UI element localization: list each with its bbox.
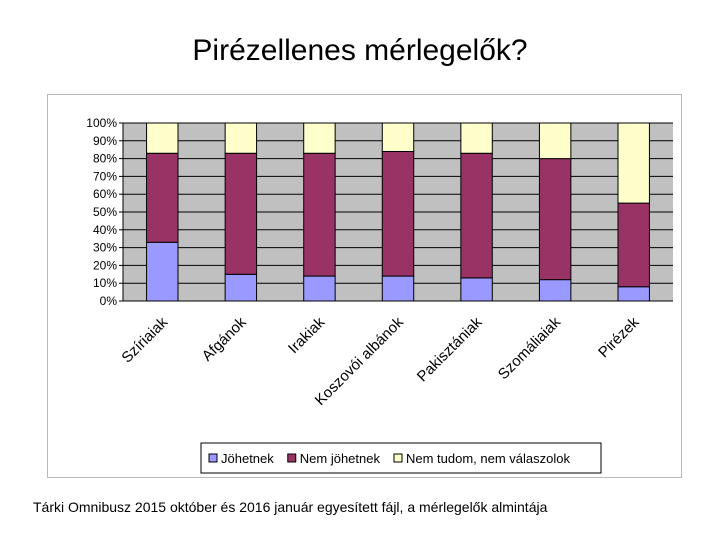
- bar-segment: [538, 122, 572, 160]
- bar-segment: [381, 275, 415, 302]
- legend-label: Nem tudom, nem válaszolok: [406, 451, 571, 466]
- y-tick-label: 50%: [93, 205, 117, 219]
- y-tick-label: 70%: [93, 169, 117, 183]
- x-tick-label: Pakisztániak: [414, 313, 486, 385]
- source-footnote: Tárki Omnibusz 2015 október és 2016 janu…: [33, 499, 548, 515]
- bar-segment: [224, 152, 258, 275]
- stacked-bar-chart: 0% 10% 20% 30% 40% 50% 60% 70% 80% 90% 100% Szíriai…: [86, 116, 673, 474]
- x-tick-label: Irakiak: [285, 313, 329, 357]
- y-tick-label: 60%: [93, 187, 117, 201]
- slide-title: Pirézellenes mérlegelők?: [192, 34, 528, 67]
- x-tick-label: Pirézek: [595, 313, 643, 361]
- legend-swatch: [208, 453, 218, 463]
- x-tick-label: Szomáliaiak: [495, 313, 565, 383]
- chart-area: 0% 10% 20% 30% 40% 50% 60% 70% 80% 90% 100% Szíriai…: [47, 94, 682, 478]
- x-tick-label: Afgánok: [199, 313, 250, 364]
- y-tick-label: 100%: [86, 116, 117, 130]
- bar-segment: [224, 122, 258, 154]
- y-tick-label: 0%: [100, 294, 118, 308]
- bar-segment: [303, 152, 336, 277]
- bar-segment: [617, 202, 650, 288]
- bar-segment: [538, 279, 572, 302]
- bar-segment: [460, 122, 493, 154]
- y-tick-label: 90%: [93, 134, 117, 148]
- y-tick-label: 30%: [93, 241, 117, 255]
- bar-segment: [146, 152, 179, 243]
- y-tick-label: 20%: [93, 258, 117, 272]
- bar-segment: [460, 152, 493, 279]
- bar-segment: [381, 150, 415, 277]
- legend-swatch: [393, 453, 403, 463]
- bar-segment: [303, 275, 336, 302]
- bar-segment: [617, 122, 650, 204]
- y-tick-label: 10%: [93, 276, 117, 290]
- legend-label: Nem jöhetnek: [300, 451, 381, 466]
- bar-segment: [224, 273, 258, 302]
- y-tick-label: 80%: [93, 152, 117, 166]
- bar-segment: [460, 277, 493, 302]
- bar-segment: [381, 122, 415, 152]
- y-tick-label: 40%: [93, 223, 117, 237]
- bar-segment: [146, 241, 179, 302]
- bar-segment: [538, 158, 572, 281]
- legend-swatch: [287, 453, 297, 463]
- x-tick-label: Szíriaiak: [118, 313, 171, 366]
- bar-segment: [303, 122, 336, 154]
- legend-label: Jöhetnek: [221, 451, 274, 466]
- bar-segment: [617, 286, 650, 302]
- bar-segment: [146, 122, 179, 154]
